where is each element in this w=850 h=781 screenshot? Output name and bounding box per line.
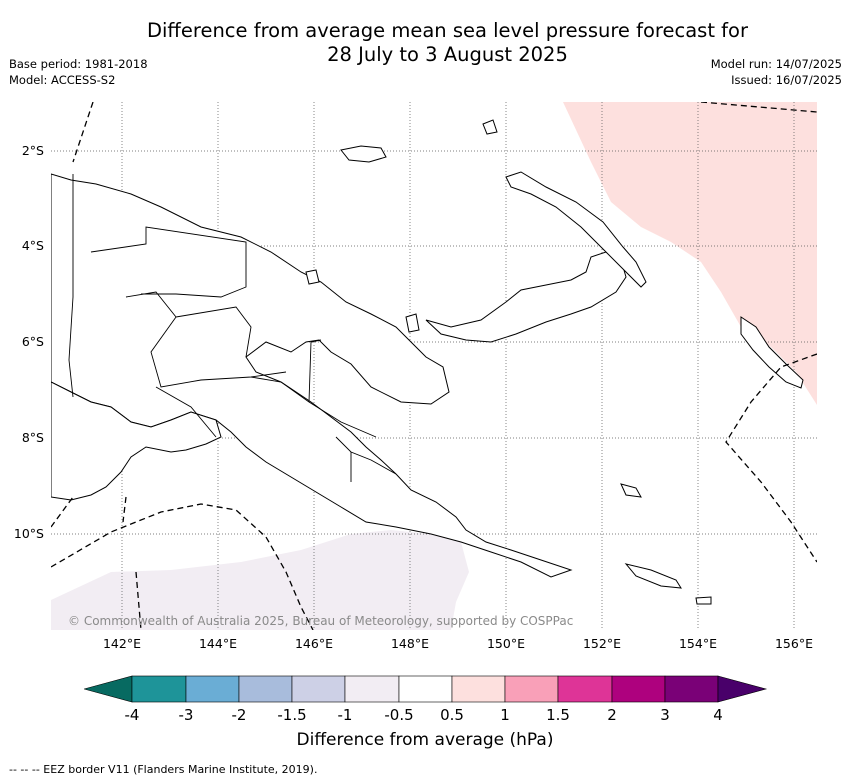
lat-tick-8s: 8°S (21, 430, 44, 445)
colorbar-label: -2 (231, 706, 247, 724)
mainland-coastline (51, 173, 573, 578)
colorbar-label: -0.5 (384, 706, 414, 724)
colorbar-label: 4 (713, 706, 723, 724)
colorbar-cell (344, 675, 400, 703)
colorbar-low-extend (84, 675, 133, 703)
bougainville-island (740, 316, 804, 389)
colorbar-cell (504, 675, 559, 703)
lon-tick-152e: 152°E (582, 636, 621, 651)
colorbar-cell (291, 675, 346, 703)
colorbar-cell (611, 675, 666, 703)
lat-tick-4s: 4°S (21, 238, 44, 253)
lon-tick-156e: 156°E (774, 636, 813, 651)
model-text: Model: ACCESS-S2 (9, 73, 116, 87)
lat-tick-10s: 10°S (13, 526, 44, 541)
colorbar-label: 1.5 (546, 706, 570, 724)
lon-tick-142e: 142°E (102, 636, 141, 651)
pressure-anomaly-map (51, 102, 817, 630)
colorbar-cell (451, 675, 506, 703)
province-borders (68, 174, 397, 482)
title-line-1: Difference from average mean sea level p… (147, 19, 748, 42)
colorbar-cell (664, 675, 719, 703)
copyright-notice: © Commonwealth of Australia 2025, Bureau… (68, 614, 574, 628)
colorbar-high-extend (717, 675, 768, 703)
colorbar-label: -1.5 (277, 706, 307, 724)
meta-left: Base period: 1981-2018 Model: ACCESS-S2 (9, 56, 148, 88)
lon-tick-146e: 146°E (294, 636, 333, 651)
lat-tick-2s: 2°S (21, 143, 44, 158)
base-period-text: Base period: 1981-2018 (9, 57, 148, 71)
model-run-text: Model run: 14/07/2025 (710, 57, 842, 71)
milne-bay-islands (305, 119, 712, 605)
colorbar-cell (398, 675, 453, 703)
colorbar-title: Difference from average (hPa) (296, 730, 554, 750)
colorbar-label: 1 (500, 706, 510, 724)
page-title: Difference from average mean sea level p… (0, 19, 850, 67)
colorbar-label: -3 (178, 706, 194, 724)
colorbar-cell (557, 675, 613, 703)
eez-footnote: -- -- -- EEZ border V11 (Flanders Marine… (9, 763, 318, 776)
manus-island (340, 145, 387, 163)
eez-borders (51, 102, 817, 630)
title-line-2: 28 July to 3 August 2025 (327, 43, 568, 66)
western-province-coast (51, 381, 222, 501)
lon-tick-148e: 148°E (390, 636, 429, 651)
meta-right: Model run: 14/07/2025 Issued: 16/07/2025 (711, 56, 842, 88)
colorbar-label: -1 (337, 706, 353, 724)
colorbar-label: 2 (607, 706, 617, 724)
colorbar-label: -4 (124, 706, 140, 724)
colorbar (84, 675, 768, 703)
colorbar-cell (131, 675, 187, 703)
lon-tick-144e: 144°E (198, 636, 237, 651)
issued-text: Issued: 16/07/2025 (731, 73, 842, 87)
colorbar-label: 0.5 (440, 706, 464, 724)
colorbar-label: 3 (660, 706, 670, 724)
lat-tick-6s: 6°S (21, 334, 44, 349)
lon-tick-150e: 150°E (486, 636, 525, 651)
colorbar-cell (185, 675, 240, 703)
lon-tick-154e: 154°E (678, 636, 717, 651)
colorbar-cell (238, 675, 293, 703)
new-ireland-island (505, 171, 647, 288)
negative-anomaly-region (51, 530, 469, 630)
